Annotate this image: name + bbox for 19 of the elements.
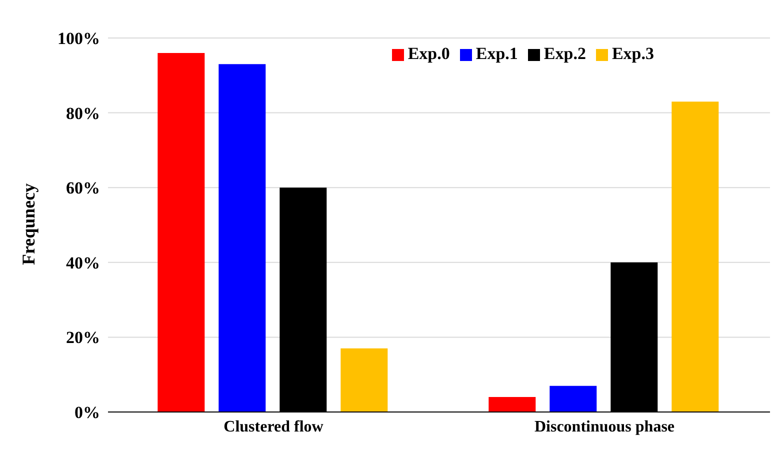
bar (488, 397, 536, 412)
x-tick-label: Clustered flow (224, 418, 324, 436)
legend-label: Exp.0 (408, 44, 450, 63)
y-tick-label: 60% (66, 178, 100, 198)
bar (672, 102, 719, 412)
y-tick-label: 40% (66, 253, 100, 272)
y-axis-title: Frequnecy (18, 183, 38, 265)
bar (158, 52, 205, 412)
y-tick-label: 0% (74, 403, 100, 422)
bar (218, 64, 266, 412)
legend-label: Exp.2 (544, 44, 586, 63)
legend-label: Exp.1 (476, 44, 518, 63)
bar (340, 348, 388, 412)
x-tick-label: Discontinuous phase (534, 418, 675, 436)
y-tick-label: 80% (66, 104, 100, 123)
legend-label: Exp.3 (612, 44, 654, 63)
y-tick-label: 20% (66, 328, 100, 348)
bar (550, 386, 597, 412)
y-tick-label: 100% (58, 29, 100, 48)
